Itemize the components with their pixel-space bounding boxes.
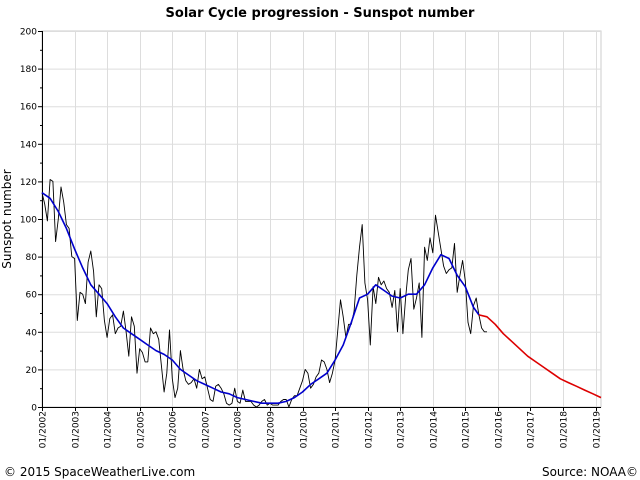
axes: 0 20 40 60 80 100 120 140 160 180 200 01/2002 01/200… [20, 28, 603, 449]
y-tick-label: 100 [20, 216, 37, 226]
x-tick-label: 01/2018 [560, 411, 570, 449]
x-tick-label: 01/2005 [137, 411, 147, 448]
y-axis-label: Sunspot number [0, 169, 14, 268]
x-tick-label: 01/2013 [397, 411, 407, 448]
x-tick-label: 01/2006 [169, 411, 179, 449]
x-tick-label: 01/2004 [104, 411, 114, 449]
y-tick-label: 180 [20, 65, 37, 75]
monthly-series-line [41, 179, 487, 408]
y-tick-label: 120 [20, 178, 37, 188]
y-tick-label: 40 [26, 328, 38, 338]
y-tick-label: 200 [20, 28, 37, 38]
x-tick-label: 01/2003 [72, 411, 82, 448]
x-tick-label: 01/2007 [202, 411, 212, 448]
copyright-text: © 2015 SpaceWeatherLive.com [4, 465, 195, 479]
y-tick-label: 160 [20, 103, 37, 113]
y-tick-label: 80 [26, 253, 38, 263]
y-tick-label: 60 [26, 291, 38, 301]
x-tick-label: 01/2011 [332, 411, 342, 448]
x-tick-label: 01/2015 [462, 411, 472, 448]
source-text: Source: NOAA© [542, 465, 638, 479]
y-tick-label: 20 [26, 366, 38, 376]
x-tick-label: 01/2014 [430, 411, 440, 449]
series [41, 179, 602, 408]
y-tick-label: 0 [31, 404, 37, 414]
x-tick-label: 01/2016 [495, 411, 505, 449]
smoothed-series-line [41, 192, 480, 404]
x-tick-label: 01/2019 [593, 411, 603, 449]
x-tick-label: 01/2009 [267, 411, 277, 449]
x-tick-label: 01/2002 [39, 411, 49, 448]
x-tick-label: 01/2012 [365, 411, 375, 448]
grid [41, 30, 602, 408]
x-tick-label: 01/2008 [234, 411, 244, 449]
x-tick-label: 01/2017 [527, 411, 537, 448]
predicted-series-line [478, 314, 602, 399]
chart-title: Solar Cycle progression - Sunspot number [166, 6, 475, 21]
y-tick-label: 140 [20, 140, 37, 150]
x-tick-label: 01/2010 [300, 411, 310, 449]
